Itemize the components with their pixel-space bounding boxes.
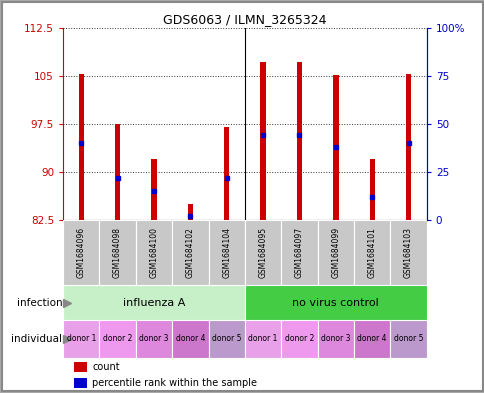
Text: donor 3: donor 3 — [320, 334, 350, 343]
Text: donor 3: donor 3 — [139, 334, 168, 343]
Bar — [151, 159, 156, 220]
Bar — [115, 124, 120, 220]
Text: GSM1684104: GSM1684104 — [222, 227, 231, 278]
Bar — [136, 320, 172, 358]
Bar — [78, 74, 84, 220]
Bar — [172, 220, 208, 285]
Bar — [317, 220, 353, 285]
Text: GSM1684096: GSM1684096 — [76, 227, 86, 278]
Bar — [99, 220, 136, 285]
Text: percentile rank within the sample: percentile rank within the sample — [92, 378, 257, 388]
Bar — [136, 220, 172, 285]
Bar — [99, 320, 136, 358]
Bar — [63, 285, 244, 320]
Bar — [63, 220, 99, 285]
Bar — [390, 320, 426, 358]
Bar — [353, 320, 390, 358]
Bar — [260, 62, 265, 220]
Bar — [281, 220, 317, 285]
Bar — [208, 220, 244, 285]
Text: individual: individual — [11, 334, 62, 344]
Bar — [74, 378, 87, 388]
Text: donor 1: donor 1 — [66, 334, 96, 343]
Text: GSM1684097: GSM1684097 — [294, 227, 303, 278]
Text: donor 4: donor 4 — [175, 334, 205, 343]
Text: GSM1684099: GSM1684099 — [331, 227, 340, 278]
Title: GDS6063 / ILMN_3265324: GDS6063 / ILMN_3265324 — [163, 13, 326, 26]
Bar — [172, 320, 208, 358]
Text: GSM1684101: GSM1684101 — [367, 227, 376, 278]
Text: GSM1684095: GSM1684095 — [258, 227, 267, 278]
Bar — [333, 75, 338, 220]
Text: GSM1684102: GSM1684102 — [185, 227, 195, 278]
Text: count: count — [92, 362, 120, 372]
Text: donor 5: donor 5 — [393, 334, 423, 343]
Text: donor 5: donor 5 — [212, 334, 241, 343]
Text: infection: infection — [16, 298, 62, 308]
Bar — [63, 320, 99, 358]
Bar — [353, 220, 390, 285]
Bar — [281, 320, 317, 358]
Bar — [74, 362, 87, 372]
Bar — [369, 159, 374, 220]
Text: GSM1684100: GSM1684100 — [149, 227, 158, 278]
Text: donor 2: donor 2 — [103, 334, 132, 343]
Text: donor 1: donor 1 — [248, 334, 277, 343]
Bar — [244, 320, 281, 358]
Bar — [244, 220, 281, 285]
Bar — [244, 285, 426, 320]
Text: no virus control: no virus control — [292, 298, 378, 308]
Text: influenza A: influenza A — [122, 298, 185, 308]
Bar — [224, 127, 229, 220]
Text: donor 4: donor 4 — [357, 334, 386, 343]
Text: GSM1684103: GSM1684103 — [403, 227, 412, 278]
Text: donor 2: donor 2 — [284, 334, 314, 343]
Text: GSM1684098: GSM1684098 — [113, 227, 122, 278]
Bar — [296, 62, 302, 220]
Bar — [187, 204, 193, 220]
Bar — [405, 74, 410, 220]
Bar — [208, 320, 244, 358]
Bar — [317, 320, 353, 358]
Bar — [390, 220, 426, 285]
